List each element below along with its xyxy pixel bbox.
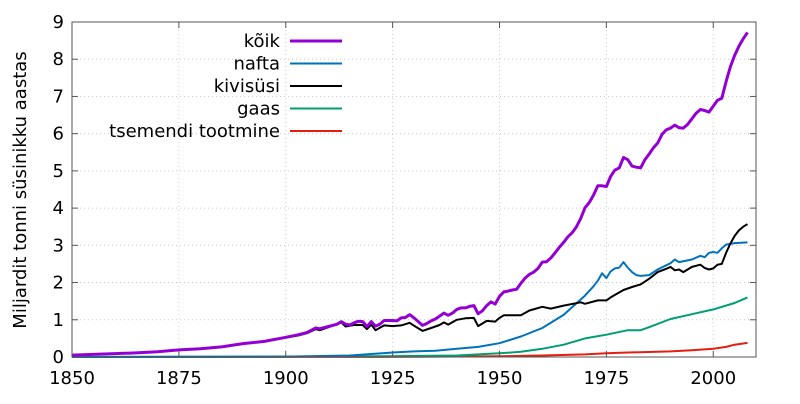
x-tick-label: 1925 [370, 368, 416, 389]
y-tick-label: 2 [53, 273, 64, 294]
series-line-3 [71, 296, 748, 358]
y-tick-label: 8 [53, 49, 64, 70]
legend-label: nafta [233, 54, 280, 75]
y-tick-label: 9 [53, 12, 64, 33]
grid [72, 22, 756, 357]
y-tick-label: 0 [53, 347, 64, 368]
series-line-0 [71, 31, 749, 357]
legend-label: kivisüsi [214, 76, 280, 97]
y-tick-label: 3 [53, 235, 64, 256]
legend-label: kõik [244, 31, 281, 52]
y-tick-label: 7 [53, 86, 64, 107]
ticks: 0 1 2 3 4 5 6 7 8 9 1850 1875 1900 1925 1950 1975 2000 [49, 12, 756, 389]
y-tick-label: 4 [53, 198, 64, 219]
x-tick-label: 2000 [690, 368, 736, 389]
x-tick-label: 1950 [477, 368, 523, 389]
series-lines [71, 31, 749, 358]
series-line-1 [71, 241, 748, 358]
legend-label: tsemendi tootmine [109, 121, 280, 142]
x-tick-label: 1850 [49, 368, 95, 389]
x-tick-label: 1975 [583, 368, 629, 389]
y-tick-label: 6 [53, 124, 64, 145]
series-line-2 [71, 223, 749, 357]
x-tick-label: 1900 [263, 368, 309, 389]
y-axis-label: Miljardit tonni süsinikku aastas [10, 51, 31, 328]
y-tick-label: 5 [53, 161, 64, 182]
plot-frame [71, 21, 757, 358]
legend-label: gaas [237, 99, 280, 120]
y-tick-label: 1 [53, 310, 64, 331]
x-tick-label: 1875 [156, 368, 202, 389]
